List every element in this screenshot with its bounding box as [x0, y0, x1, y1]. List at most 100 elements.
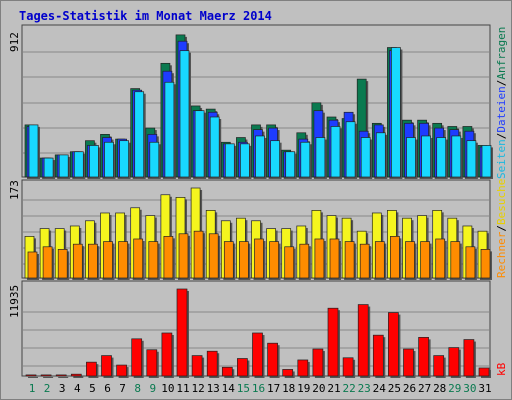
x-tick-label: 1 — [29, 382, 36, 395]
bar-kb — [357, 304, 369, 377]
bar-rechner — [72, 243, 83, 279]
bar-rechner — [163, 236, 174, 279]
bar-seiten — [179, 50, 190, 178]
bar-seiten — [209, 116, 220, 178]
x-tick-label: 13 — [207, 382, 220, 395]
x-tick-label: 17 — [267, 382, 280, 395]
bar-seiten — [451, 135, 462, 178]
x-tick-label: 23 — [358, 382, 371, 395]
x-tick-label: 5 — [89, 382, 96, 395]
bar-seiten — [104, 141, 114, 178]
bar-kb — [131, 338, 143, 377]
x-axis-labels: 1 2 3 4 5 6 7 8 9 10 11 12 13 14 15 16 17 18 19 20 21 22 23 24 2… — [29, 382, 492, 395]
bar-rechner — [329, 238, 340, 279]
bar-kb — [206, 350, 218, 377]
bar-seiten — [436, 137, 447, 178]
bar-rechner — [359, 243, 370, 279]
bar-rechner — [405, 241, 415, 279]
bar-kb-shadow — [73, 376, 84, 378]
bar-rechner — [178, 233, 189, 279]
bar-seiten — [224, 143, 235, 178]
bar-rechner — [420, 241, 430, 279]
bar-kb — [433, 355, 445, 377]
x-tick-label: 26 — [403, 382, 416, 395]
legend-kb: kB — [495, 362, 508, 376]
bar-seiten — [73, 151, 84, 178]
bar-rechner — [133, 238, 144, 279]
bar-seiten — [149, 141, 160, 178]
x-tick-label: 4 — [74, 382, 81, 395]
bar-rechner — [299, 243, 310, 279]
bar-seiten — [406, 137, 416, 178]
bar-kb — [86, 361, 97, 377]
bar-seiten — [481, 145, 492, 178]
bar-seiten — [300, 141, 311, 178]
bar-kb — [191, 355, 203, 377]
bar-kb — [312, 348, 324, 377]
bar-rechner — [239, 241, 249, 279]
legend-dateien: Dateien — [495, 86, 508, 132]
bar-kb — [116, 364, 127, 377]
bar-rechner — [390, 236, 400, 279]
bar-seiten — [119, 140, 129, 178]
bar-seiten — [134, 91, 145, 178]
bar-kb — [478, 367, 490, 377]
bar-seiten — [255, 135, 265, 178]
bar-kb — [388, 312, 399, 377]
bar-rechner — [42, 246, 53, 279]
bar-seiten — [315, 137, 326, 178]
chart-title: Tages-Statistik im Monat Maerz 2014 — [19, 9, 272, 23]
bar-rechner — [284, 246, 295, 279]
x-tick-label: 30 — [463, 382, 476, 395]
legend-sep-1: / — [495, 133, 508, 140]
bar-kb — [342, 357, 354, 377]
traffic-ymax-label: 11935 — [8, 285, 21, 318]
bar-rechner — [223, 241, 234, 279]
legend-sep-2: / — [495, 80, 508, 87]
x-tick-label: 31 — [478, 382, 491, 395]
x-tick-label: 11 — [176, 382, 189, 395]
bar-rechner — [27, 251, 38, 279]
x-tick-label: 2 — [44, 382, 51, 395]
bar-kb-shadow — [28, 376, 38, 378]
bar-kb — [101, 355, 112, 377]
bar-rechner — [208, 233, 219, 279]
bar-rechner — [344, 241, 355, 279]
x-tick-label: 21 — [327, 382, 340, 395]
x-tick-label: 16 — [252, 382, 265, 395]
x-tick-label: 20 — [312, 382, 325, 395]
bar-kb — [40, 374, 52, 377]
bar-kb — [267, 342, 278, 377]
bar-kb — [282, 369, 294, 377]
bar-seiten — [375, 132, 386, 178]
bar-kb — [25, 374, 37, 377]
x-tick-label: 10 — [161, 382, 174, 395]
bar-kb — [146, 349, 158, 377]
bar-seiten — [466, 140, 477, 178]
x-tick-label: 22 — [342, 382, 355, 395]
x-tick-label: 15 — [237, 382, 250, 395]
bar-seiten — [345, 121, 356, 178]
x-tick-label: 24 — [373, 382, 387, 395]
bar-seiten — [58, 154, 69, 178]
x-tick-label: 25 — [388, 382, 401, 395]
bar-seiten — [421, 135, 431, 178]
x-tick-label: 19 — [297, 382, 310, 395]
bar-kb — [161, 332, 173, 377]
bar-rechner — [118, 241, 128, 279]
bar-kb — [418, 337, 429, 377]
bar-seiten — [240, 143, 250, 178]
bar-seiten — [194, 110, 205, 178]
visits-ymax-label: 173 — [8, 180, 21, 200]
bar-kb — [221, 366, 233, 377]
x-tick-label: 28 — [433, 382, 446, 395]
bar-rechner — [57, 249, 68, 279]
bar-rechner — [435, 238, 446, 279]
bar-kb — [372, 334, 384, 377]
bar-seiten — [28, 124, 39, 178]
legend-besuche: Besuche — [495, 179, 508, 225]
bar-rechner — [465, 246, 476, 279]
legend-rechner: Rechner — [495, 231, 508, 278]
x-tick-label: 6 — [104, 382, 111, 395]
